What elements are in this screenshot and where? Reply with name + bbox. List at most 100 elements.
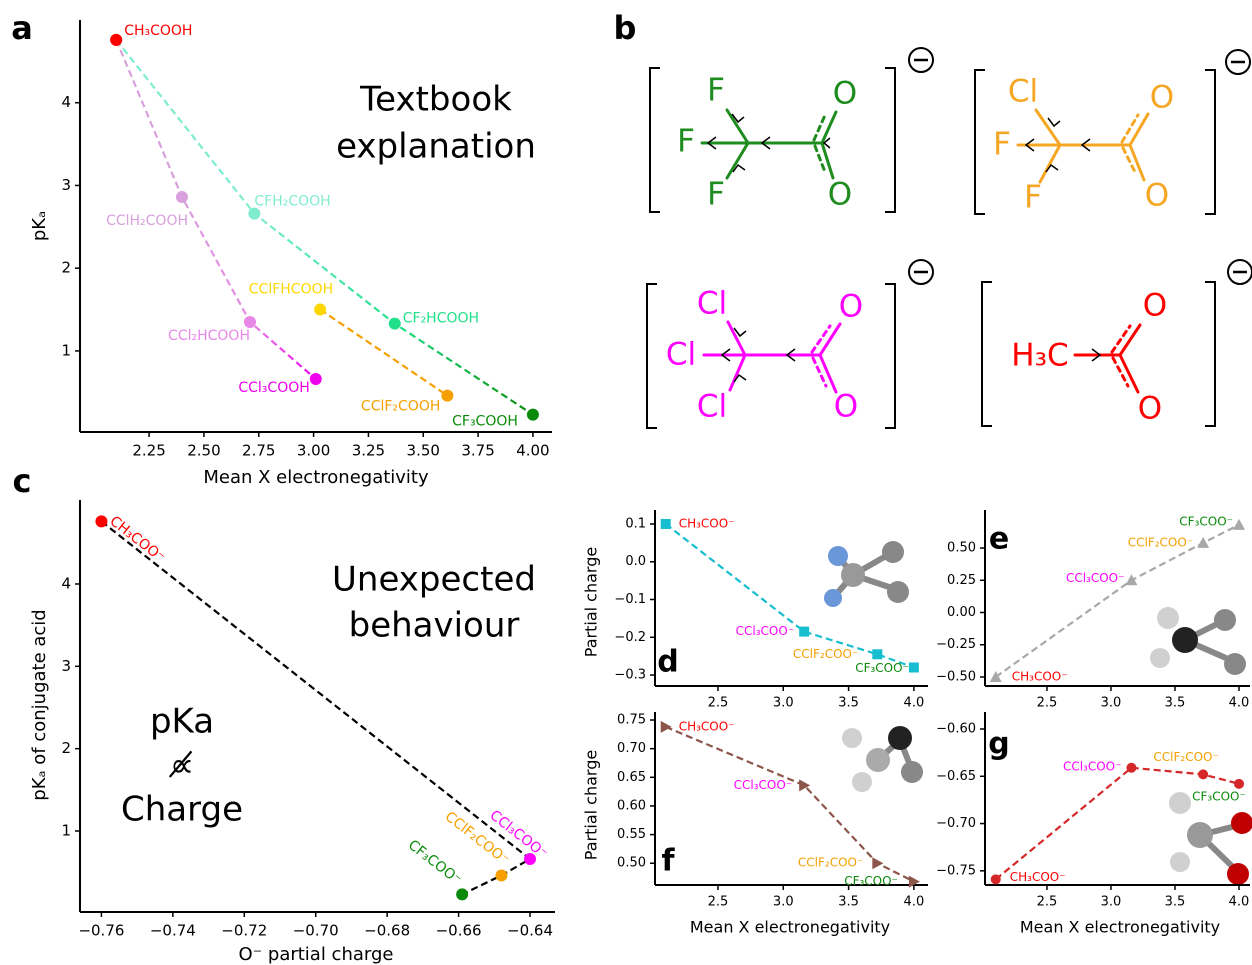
y-tick-label: 1 <box>61 341 71 359</box>
x-tick-label: 2.25 <box>132 442 165 460</box>
y-tick-label: −0.3 <box>614 668 646 683</box>
marker <box>495 869 507 881</box>
y-tick-label: 2 <box>61 259 71 277</box>
panel-label: g <box>988 727 1009 762</box>
x-tick-label: 4.0 <box>904 895 925 910</box>
x-tick-label: 4.0 <box>904 696 925 711</box>
y-tick-label: 0.65 <box>617 770 646 785</box>
y-tick-label: 0.60 <box>617 798 646 813</box>
atom: F <box>677 124 695 160</box>
point-label: CClFHCOOH <box>249 282 333 298</box>
molecule-inset <box>1169 792 1252 885</box>
x-tick-label: −0.64 <box>507 922 553 940</box>
x-tick-label: 3.50 <box>407 442 440 460</box>
panel-label: e <box>989 522 1009 557</box>
y-tick-label: 3 <box>61 176 71 194</box>
y-axis-label: Partial charge <box>582 750 601 860</box>
marker <box>909 662 919 672</box>
x-tick-label: 3.75 <box>461 442 494 460</box>
atoms: H₃C O O <box>1011 288 1167 427</box>
marker <box>314 304 326 316</box>
point-label: CH₃COO⁻ <box>679 516 735 530</box>
x-tick-label: 3.5 <box>1165 696 1186 711</box>
marker <box>1234 779 1244 789</box>
y-tick-label: 2 <box>61 739 71 757</box>
x-tick-label: 3.0 <box>773 696 794 711</box>
x-tick-label: 2.75 <box>242 442 275 460</box>
marker <box>661 721 672 733</box>
point-label: CClF₂COOH <box>361 399 440 415</box>
page: {"chart_data": [ {"type": "line", "panel… <box>0 0 1252 965</box>
marker <box>310 373 322 385</box>
atom: Cl <box>697 286 727 322</box>
y-tick-label: 3 <box>61 657 71 675</box>
x-tick-label: 3.5 <box>838 895 859 910</box>
x-tick-label: 4.0 <box>1229 895 1250 910</box>
x-tick-label: 3.00 <box>297 442 330 460</box>
x-axis-label: Mean X electronegativity <box>1020 918 1220 937</box>
point-label: CCl₃COO⁻ <box>1066 571 1125 585</box>
x-tick-label: 3.0 <box>1101 895 1122 910</box>
x-tick-label: 3.5 <box>1165 895 1186 910</box>
point-label: CCl₂HCOOH <box>168 328 250 344</box>
point-label: CH₃COO⁻ <box>107 513 168 566</box>
annotation: Textbook <box>359 80 512 120</box>
marker <box>872 857 883 869</box>
y-axis-label: Partial charge <box>582 547 601 657</box>
y-tick-label: −0.25 <box>936 637 976 652</box>
atom: O <box>1145 178 1169 214</box>
annotation: Unexpected <box>332 560 536 600</box>
panel-label: b <box>614 9 637 47</box>
x-axis-label: Mean X electronegativity <box>203 467 429 488</box>
x-tick-label: 4.00 <box>516 442 549 460</box>
x-tick-label: 3.25 <box>352 442 385 460</box>
y-tick-label: 0.00 <box>947 605 976 620</box>
marker <box>244 316 256 328</box>
x-tick-label: 2.5 <box>1037 895 1058 910</box>
point-label: CF₃COOH <box>452 414 518 430</box>
point-label: CF₃COO⁻ <box>405 837 464 888</box>
y-tick-label: −0.1 <box>614 592 646 607</box>
point-label: CF₃COO⁻ <box>855 661 909 675</box>
point-label: CCl₃COO⁻ <box>734 778 793 792</box>
point-label: CF₃COO⁻ <box>1192 789 1246 803</box>
marker <box>990 671 1002 682</box>
x-tick-label: −0.76 <box>78 922 124 940</box>
marker <box>1233 519 1245 530</box>
point-label: CClH₂COOH <box>106 213 188 229</box>
x-tick-label: 3.5 <box>838 696 859 711</box>
y-tick-label: −0.60 <box>936 722 976 737</box>
atom: O <box>839 289 863 325</box>
marker <box>1126 763 1136 773</box>
point-label: CClF₂COO⁻ <box>1128 535 1193 549</box>
x-tick-label: −0.72 <box>221 922 267 940</box>
atom: O <box>1143 288 1167 324</box>
point-label: CClF₂COO⁻ <box>1153 750 1218 764</box>
marker <box>95 515 107 527</box>
x-tick-label: −0.70 <box>293 922 339 940</box>
marker <box>872 649 882 659</box>
x-tick-label: 3.0 <box>773 895 794 910</box>
point-label: CF₂HCOOH <box>403 311 479 327</box>
atom: O <box>1150 80 1174 116</box>
point-label: CH₃COO⁻ <box>1012 669 1068 683</box>
atom: O <box>834 389 858 425</box>
series-line <box>666 524 914 668</box>
figure: b F F F O O Cl F F O O Cl Cl Cl O <box>0 0 1252 965</box>
x-tick-label: −0.68 <box>364 922 410 940</box>
marker <box>799 627 809 637</box>
x-tick-label: −0.74 <box>150 922 196 940</box>
panel-label: c <box>13 462 32 500</box>
x-axis-label: O⁻ partial charge <box>239 944 394 965</box>
marker <box>1198 769 1208 779</box>
point-label: CClF₂COO⁻ <box>793 647 858 661</box>
atom: F <box>707 177 725 213</box>
molecule-inset <box>1150 607 1246 675</box>
marker <box>456 888 468 900</box>
x-tick-label: 2.5 <box>708 696 729 711</box>
marker <box>1125 574 1137 585</box>
annotation: Charge <box>121 790 243 830</box>
atom: O <box>833 76 857 112</box>
atom: Cl <box>666 337 696 373</box>
point-label: CH₃COO⁻ <box>1010 870 1066 884</box>
